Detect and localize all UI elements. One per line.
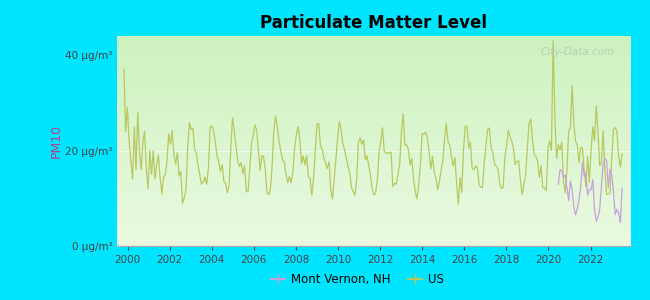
Text: City-Data.com: City-Data.com [541, 46, 615, 56]
Y-axis label: PM10: PM10 [49, 124, 62, 158]
Legend: Mont Vernon, NH, US: Mont Vernon, NH, US [266, 269, 449, 291]
Title: Particulate Matter Level: Particulate Matter Level [260, 14, 488, 32]
